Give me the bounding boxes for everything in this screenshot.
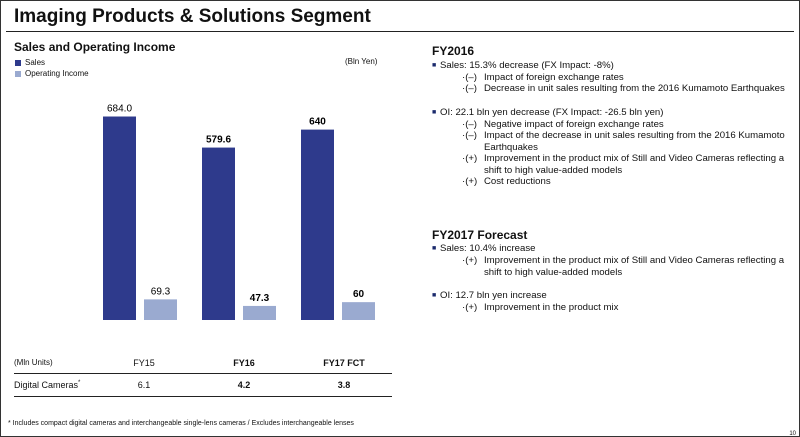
legend-item-sales: Sales [15,57,89,68]
bullet-square-icon: ■ [432,292,437,299]
sub-item-text: Decrease in unit sales resulting from th… [484,83,785,94]
chart-legend: Sales Operating Income [15,57,89,79]
sub-item-text: Improvement in the product mix of Still … [484,153,785,176]
fy2016-oi-subpoints: ·(–) Negative impact of foreign exchange … [432,119,792,188]
sub-item-mark: ·(+) [462,153,478,164]
fy2016-oi-point: ■ OI: 22.1 bln yen decrease (FX Impact: … [432,106,664,118]
legend-item-operating-income: Operating Income [15,68,89,79]
fy2016-sales-subpoints: ·(–) Impact of foreign exchange rates ·(–)… [432,72,792,95]
footnote: * Includes compact digital cameras and i… [8,420,354,427]
sub-item-mark: ·(–) [462,118,477,130]
bar-operating-income-1 [243,305,276,320]
bullet-square-icon: ■ [432,61,437,69]
units-table-header: (Mln Units) FY15 FY16 FY17 FCT [14,353,392,373]
sub-item-text: Improvement in the product mix [484,302,619,313]
bar-sales-0 [103,116,136,320]
bullet-square-icon: ■ [432,108,437,116]
bar-operating-income-2 [342,302,375,320]
fy2016-oi-sub-item: ·(–) Impact of the decrease in unit sales… [462,130,792,153]
fy2017-sales-subpoints: ·(+) Improvement in the product mix of St… [432,255,792,278]
sub-item-text: Impact of the decrease in unit sales res… [484,130,785,153]
bar-sales-2 [301,129,334,320]
data-label-sales-0: 684.0 [107,104,132,115]
data-label-operating-income-2: 60 [353,289,365,300]
sub-item-mark: ·(+) [462,176,478,187]
units-table-bottom-rule [14,396,392,397]
chart-title: Sales and Operating Income [14,40,176,54]
fy2016-oi-sub-item: ·(–) Negative impact of foreign exchange … [462,119,792,131]
sub-item-text: Improvement in the product mix of Still … [484,255,785,278]
bar-operating-income-0 [144,299,177,320]
units-table: (Mln Units) FY15 FY16 FY17 FCT Digital C… [14,353,392,397]
sub-item-text: Cost reductions [484,176,551,187]
fy2016-oi-sub-item: ·(+) Cost reductions [462,176,792,188]
sub-item-mark: ·(+) [462,302,478,313]
page-title: Imaging Products & Solutions Segment [14,6,371,27]
sub-item-mark: ·(–) [462,71,477,83]
page-number: 10 [789,431,796,437]
fy2017-oi-sub-item: ·(+) Improvement in the product mix [462,302,792,314]
fy2016-sales-sub-item: ·(–) Decrease in unit sales resulting fro… [462,83,792,95]
sub-item-text: Impact of foreign exchange rates [484,71,624,83]
fy2016-sales-point: ■ Sales: 15.3% decrease (FX Impact: -8%) [432,59,614,71]
legend-label-sales: Sales [25,58,46,67]
sub-item-mark: ·(+) [462,255,478,266]
units-col-fy17: FY17 FCT [323,358,365,368]
units-value-fy16: 4.2 [237,380,251,390]
units-table-top-rule [14,373,392,374]
fy2017-oi-subpoints: ·(+) Improvement in the product mix [432,302,792,314]
units-row-label: Digital Cameras* [14,380,81,390]
units-col-fy15: FY15 [133,358,155,368]
units-table-row: Digital Cameras* 6.1 4.2 3.8 [14,374,392,396]
legend-swatch-operating-income [15,70,21,77]
units-value-fy15: 6.1 [137,380,151,390]
title-divider [6,31,794,32]
fy2017-sales-point: ■ Sales: 10.4% increase [432,243,536,254]
bullet-square-icon: ■ [432,245,437,252]
fy2016-sales-sub-item: ·(–) Impact of foreign exchange rates [462,72,792,84]
fy2016-heading: FY2016 [432,44,475,58]
chart-unit-label: (Bln Yen) [345,57,378,66]
units-table-unit-label: (Mln Units) [14,358,53,367]
fy2017-heading: FY2017 Forecast [432,227,528,242]
fy2017-oi-point: ■ OI: 12.7 bln yen increase [432,290,547,301]
data-label-sales-2: 640 [309,117,326,128]
legend-swatch-sales [15,59,21,66]
sub-item-mark: ·(–) [462,83,477,94]
data-label-operating-income-0: 69.3 [151,286,171,297]
legend-label-operating-income: Operating Income [25,69,89,78]
commentary-panel: FY2016 ■ Sales: 15.3% decrease (FX Impac… [432,44,792,314]
data-label-operating-income-1: 47.3 [250,293,270,304]
units-value-fy17: 3.8 [337,380,351,390]
units-col-fy16: FY16 [233,358,255,368]
data-label-sales-1: 579.6 [206,135,231,146]
sub-item-text: Negative impact of foreign exchange rate… [484,118,664,130]
bar-sales-1 [202,147,235,320]
sub-item-mark: ·(–) [462,130,477,141]
fy2016-oi-sub-item: ·(+) Improvement in the product mix of St… [462,153,792,176]
fy2017-sales-sub-item: ·(+) Improvement in the product mix of St… [462,255,792,278]
